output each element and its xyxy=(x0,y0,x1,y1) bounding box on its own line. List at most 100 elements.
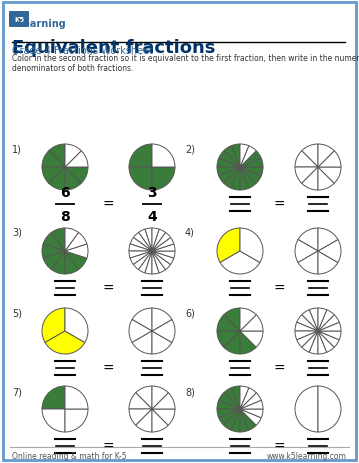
Wedge shape xyxy=(65,151,88,168)
Wedge shape xyxy=(240,168,249,191)
Text: Learning: Learning xyxy=(18,19,66,29)
Wedge shape xyxy=(240,332,263,348)
Wedge shape xyxy=(152,168,175,191)
Wedge shape xyxy=(217,332,240,348)
Wedge shape xyxy=(45,332,85,354)
FancyBboxPatch shape xyxy=(9,12,29,28)
Wedge shape xyxy=(224,409,240,430)
Wedge shape xyxy=(42,386,65,409)
Wedge shape xyxy=(130,251,152,265)
Wedge shape xyxy=(318,168,334,191)
Wedge shape xyxy=(240,151,261,168)
Wedge shape xyxy=(152,251,159,275)
Text: 8: 8 xyxy=(60,210,70,224)
Wedge shape xyxy=(152,308,172,332)
Wedge shape xyxy=(295,386,318,432)
Wedge shape xyxy=(295,240,318,263)
Wedge shape xyxy=(318,332,327,354)
Text: =: = xyxy=(103,282,114,295)
Wedge shape xyxy=(129,409,152,425)
Wedge shape xyxy=(240,386,249,409)
Wedge shape xyxy=(240,409,249,432)
Text: 2): 2) xyxy=(185,144,195,155)
Wedge shape xyxy=(134,233,152,251)
Wedge shape xyxy=(240,393,261,409)
Wedge shape xyxy=(217,409,240,418)
Wedge shape xyxy=(224,146,240,168)
Text: =: = xyxy=(273,361,285,375)
Wedge shape xyxy=(136,386,152,409)
Wedge shape xyxy=(65,244,88,258)
Wedge shape xyxy=(318,240,341,263)
Wedge shape xyxy=(136,409,152,432)
Wedge shape xyxy=(42,308,65,343)
Wedge shape xyxy=(318,386,341,432)
Text: =: = xyxy=(103,439,114,453)
Wedge shape xyxy=(129,168,152,191)
Wedge shape xyxy=(129,393,152,409)
Wedge shape xyxy=(42,168,65,184)
Text: 3): 3) xyxy=(12,227,22,238)
Wedge shape xyxy=(152,409,168,432)
Wedge shape xyxy=(297,315,318,332)
Text: =: = xyxy=(273,439,285,453)
Text: K5: K5 xyxy=(14,17,24,23)
Text: =: = xyxy=(103,198,114,212)
Wedge shape xyxy=(152,251,174,265)
Wedge shape xyxy=(318,332,341,340)
Wedge shape xyxy=(231,386,240,409)
Wedge shape xyxy=(240,308,256,332)
Wedge shape xyxy=(152,233,171,251)
Wedge shape xyxy=(240,400,263,409)
Wedge shape xyxy=(132,332,152,354)
Wedge shape xyxy=(224,308,240,332)
Wedge shape xyxy=(42,151,65,168)
Text: =: = xyxy=(103,361,114,375)
Wedge shape xyxy=(302,168,318,191)
Text: Grade 4 Fractions Worksheet: Grade 4 Fractions Worksheet xyxy=(12,46,153,56)
Wedge shape xyxy=(152,393,175,409)
Wedge shape xyxy=(145,251,152,275)
Wedge shape xyxy=(65,144,81,168)
Wedge shape xyxy=(318,315,339,332)
Wedge shape xyxy=(129,320,152,343)
Wedge shape xyxy=(43,251,65,270)
Wedge shape xyxy=(240,332,256,354)
Wedge shape xyxy=(217,229,240,263)
Wedge shape xyxy=(240,409,263,418)
Text: 6): 6) xyxy=(185,307,195,317)
Wedge shape xyxy=(224,332,240,354)
Wedge shape xyxy=(134,251,152,270)
Wedge shape xyxy=(129,244,152,251)
Wedge shape xyxy=(240,315,263,332)
Wedge shape xyxy=(240,168,263,176)
Wedge shape xyxy=(309,332,318,354)
Wedge shape xyxy=(65,229,79,251)
Wedge shape xyxy=(295,332,318,340)
Wedge shape xyxy=(145,229,152,251)
Wedge shape xyxy=(43,233,65,251)
Wedge shape xyxy=(224,388,240,409)
Wedge shape xyxy=(152,251,171,270)
Wedge shape xyxy=(65,409,88,432)
Wedge shape xyxy=(65,233,87,251)
Wedge shape xyxy=(240,168,261,184)
Wedge shape xyxy=(152,229,159,251)
Text: Color in the second fraction so it is equivalent to the first fraction, then wri: Color in the second fraction so it is eq… xyxy=(12,54,359,73)
Wedge shape xyxy=(231,168,240,191)
Wedge shape xyxy=(130,238,152,251)
Wedge shape xyxy=(298,229,318,251)
Wedge shape xyxy=(152,244,175,251)
Wedge shape xyxy=(318,332,334,352)
Text: www.k5learning.com: www.k5learning.com xyxy=(267,451,347,460)
Wedge shape xyxy=(152,230,165,251)
Wedge shape xyxy=(51,251,65,275)
Wedge shape xyxy=(231,409,240,432)
Wedge shape xyxy=(240,168,256,189)
Wedge shape xyxy=(220,251,260,275)
Wedge shape xyxy=(139,251,152,273)
Text: =: = xyxy=(273,198,285,212)
Wedge shape xyxy=(295,168,318,184)
Wedge shape xyxy=(129,251,152,258)
Wedge shape xyxy=(65,308,88,343)
